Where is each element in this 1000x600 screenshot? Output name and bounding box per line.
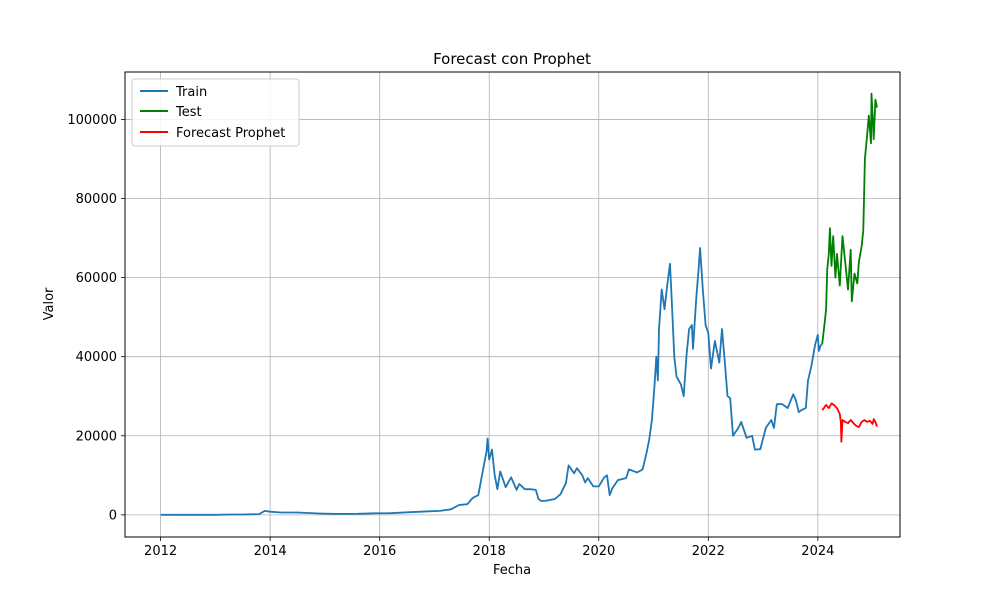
legend-label-train: Train — [175, 85, 207, 100]
x-tick-label: 2016 — [363, 544, 396, 559]
series-line-train — [160, 247, 823, 516]
x-tick-label: 2018 — [473, 544, 506, 559]
series-line-test — [821, 92, 878, 345]
series-lines — [160, 92, 878, 516]
y-tick-label: 20000 — [76, 429, 117, 444]
legend: Train Test Forecast Prophet — [131, 78, 300, 147]
x-tick-label: 2014 — [254, 544, 287, 559]
x-tick-label: 2020 — [582, 544, 615, 559]
plot-frame — [124, 71, 901, 538]
y-axis-label: Valor — [42, 287, 57, 320]
y-tick-label: 80000 — [76, 192, 117, 207]
legend-box — [131, 78, 300, 147]
x-axis-label: Fecha — [493, 563, 531, 578]
x-tick-label: 2022 — [692, 544, 725, 559]
y-tick-label: 40000 — [76, 350, 117, 365]
x-tick-label: 2024 — [801, 544, 834, 559]
y-tick-label: 100000 — [67, 113, 117, 128]
axis-ticks: 2012 2014 2016 2018 2020 2022 2024 0 20000 40000 6… — [67, 113, 834, 559]
chart-title: Forecast con Prophet — [433, 50, 591, 68]
x-tick-label: 2012 — [144, 544, 177, 559]
y-tick-label: 0 — [109, 508, 117, 523]
series-line-forecast-prophet — [821, 402, 878, 443]
legend-label-test: Test — [175, 105, 202, 120]
y-tick-label: 60000 — [76, 271, 117, 286]
legend-label-forecast-prophet: Forecast Prophet — [176, 126, 285, 141]
